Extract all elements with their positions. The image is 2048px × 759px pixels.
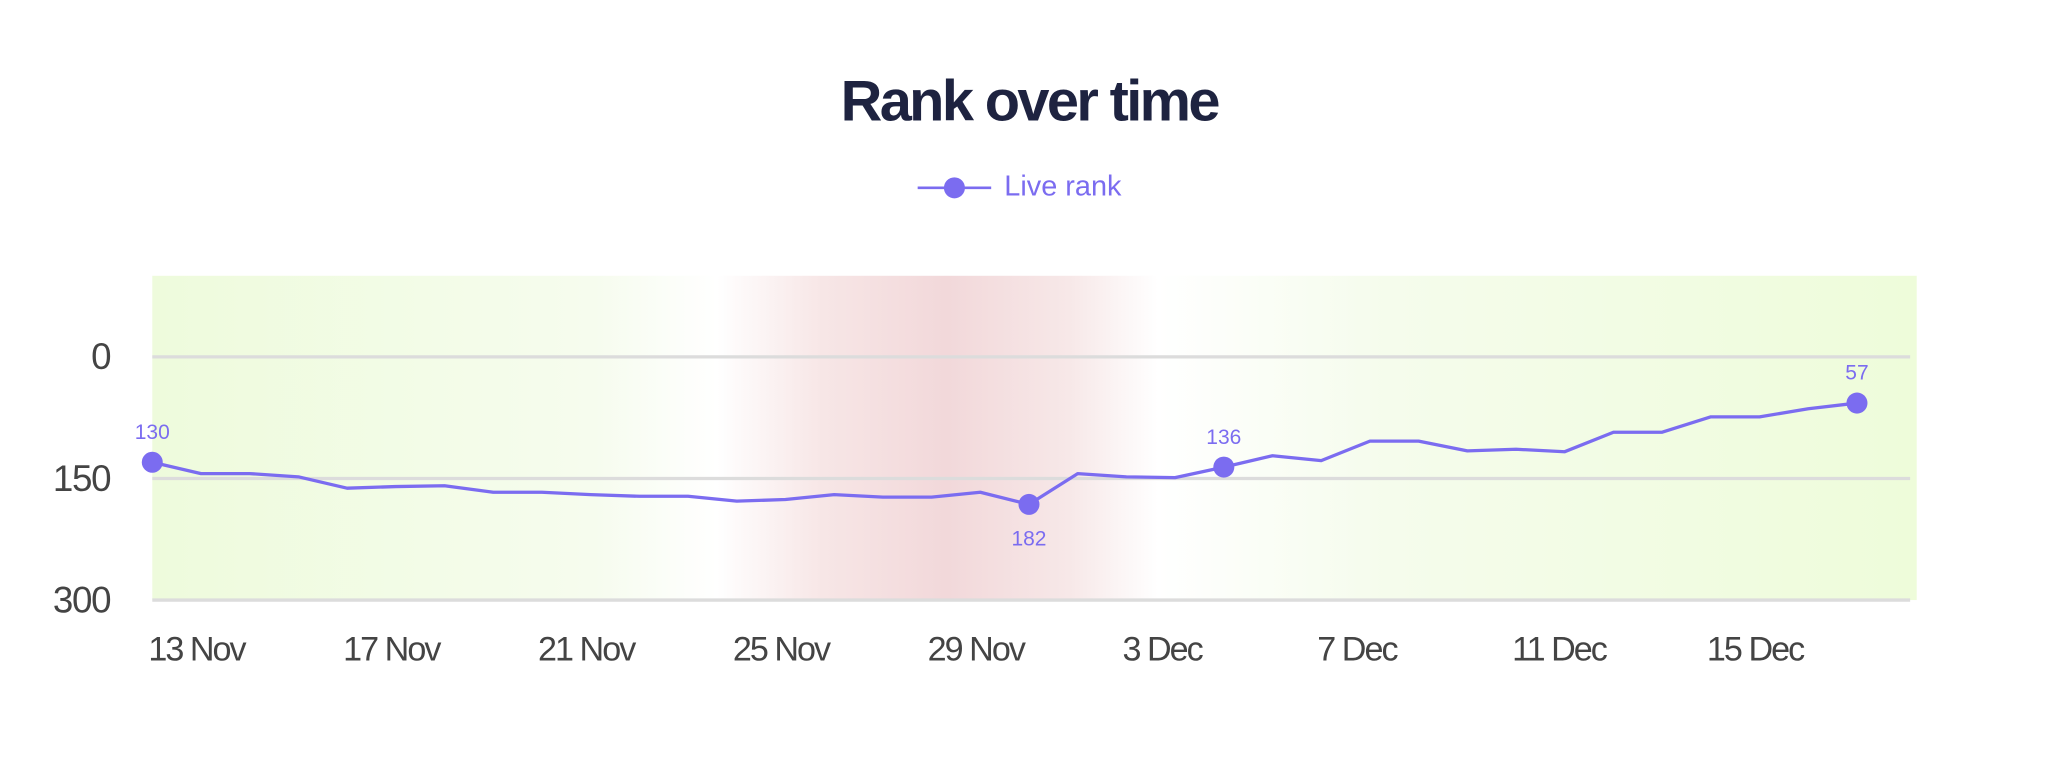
legend: Live rank xyxy=(917,170,1122,202)
value-label: 182 xyxy=(1011,527,1046,550)
point-marker xyxy=(1846,392,1868,414)
point-marker xyxy=(1018,493,1040,515)
legend-marker xyxy=(943,177,965,199)
x-tick-label: 7 Dec xyxy=(1317,630,1398,668)
x-tick-label: 11 Dec xyxy=(1512,630,1608,668)
value-label: 57 xyxy=(1845,362,1868,385)
x-tick-label: 29 Nov xyxy=(928,630,1026,668)
plot-background xyxy=(152,275,1917,601)
value-label: 130 xyxy=(135,421,170,444)
x-tick-label: 15 Dec xyxy=(1707,630,1805,668)
y-tick-label: 0 xyxy=(91,336,110,377)
point-marker xyxy=(1213,456,1235,478)
y-tick-label: 300 xyxy=(53,579,110,620)
line xyxy=(151,401,1858,507)
chart-title: Rank over time xyxy=(841,69,1220,133)
x-tick-label: 13 Nov xyxy=(148,630,246,668)
x-tick-label: 21 Nov xyxy=(538,630,636,668)
x-tick-label: 25 Nov xyxy=(733,630,831,668)
y-tick-label: 150 xyxy=(53,458,110,499)
x-tick-label: 17 Nov xyxy=(343,630,441,668)
legend-label: Live rank xyxy=(1004,170,1122,202)
x-tick-label: 3 Dec xyxy=(1122,630,1203,668)
value-label: 136 xyxy=(1206,426,1241,449)
point-marker xyxy=(141,451,163,473)
